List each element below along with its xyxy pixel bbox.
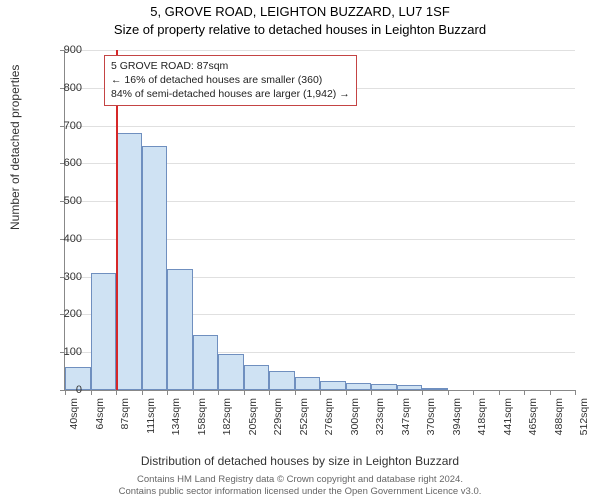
y-tick-label: 500: [42, 195, 82, 207]
histogram-bar: [346, 383, 372, 390]
histogram-bar: [269, 371, 295, 390]
x-tickmark: [116, 390, 117, 395]
x-tickmark: [448, 390, 449, 395]
x-tickmark: [269, 390, 270, 395]
x-tick-label: 370sqm: [425, 398, 437, 435]
histogram-bar: [422, 388, 448, 390]
title-line-2: Size of property relative to detached ho…: [0, 22, 600, 37]
y-tick-label: 200: [42, 308, 82, 320]
y-tick-label: 600: [42, 157, 82, 169]
y-axis-label: Number of detached properties: [8, 65, 22, 230]
footer-line-2: Contains public sector information licen…: [119, 486, 482, 497]
x-axis-label: Distribution of detached houses by size …: [0, 454, 600, 468]
y-tick-label: 700: [42, 120, 82, 132]
y-tick-label: 900: [42, 44, 82, 56]
x-tick-label: 323sqm: [374, 398, 386, 435]
gridline: [65, 126, 575, 127]
x-tickmark: [346, 390, 347, 395]
x-tick-label: 347sqm: [400, 398, 412, 435]
x-tick-label: 111sqm: [145, 398, 157, 434]
x-tick-label: 252sqm: [298, 398, 310, 435]
x-tick-label: 182sqm: [221, 398, 233, 435]
x-tickmark: [422, 390, 423, 395]
y-tick-label: 0: [42, 384, 82, 396]
histogram-bar: [397, 385, 423, 390]
x-tickmark: [575, 390, 576, 395]
x-tickmark: [295, 390, 296, 395]
callout-line-1: 5 GROVE ROAD: 87sqm: [111, 59, 350, 73]
x-tick-label: 488sqm: [553, 398, 565, 435]
y-tick-label: 400: [42, 233, 82, 245]
x-tick-label: 394sqm: [451, 398, 463, 435]
x-tick-label: 512sqm: [578, 398, 590, 435]
y-tick-label: 800: [42, 82, 82, 94]
x-tick-label: 276sqm: [323, 398, 335, 435]
x-tick-label: 64sqm: [94, 398, 106, 430]
histogram-bar: [91, 273, 117, 390]
x-tick-label: 441sqm: [502, 398, 514, 435]
histogram-bar: [295, 377, 321, 390]
gridline: [65, 50, 575, 51]
x-tickmark: [244, 390, 245, 395]
x-tick-label: 40sqm: [68, 398, 80, 430]
title-line-1: 5, GROVE ROAD, LEIGHTON BUZZARD, LU7 1SF: [0, 4, 600, 19]
x-tickmark: [320, 390, 321, 395]
footer-attribution: Contains HM Land Registry data © Crown c…: [0, 474, 600, 498]
x-tickmark: [550, 390, 551, 395]
x-tick-label: 87sqm: [119, 398, 131, 430]
histogram-bar: [371, 384, 397, 390]
x-tick-label: 158sqm: [196, 398, 208, 435]
x-tickmark: [524, 390, 525, 395]
callout-line-3: 84% of semi-detached houses are larger (…: [111, 87, 350, 101]
callout-box: 5 GROVE ROAD: 87sqm← 16% of detached hou…: [104, 55, 357, 106]
x-tickmark: [91, 390, 92, 395]
histogram-bar: [142, 146, 168, 390]
x-tick-label: 134sqm: [170, 398, 182, 435]
x-tickmark: [193, 390, 194, 395]
x-tickmark: [218, 390, 219, 395]
x-tickmark: [397, 390, 398, 395]
histogram-bar: [218, 354, 244, 390]
footer-line-1: Contains HM Land Registry data © Crown c…: [137, 474, 463, 485]
x-tickmark: [142, 390, 143, 395]
x-tick-label: 465sqm: [527, 398, 539, 435]
chart-container: 5, GROVE ROAD, LEIGHTON BUZZARD, LU7 1SF…: [0, 0, 600, 500]
histogram-bar: [116, 133, 142, 390]
histogram-bar: [193, 335, 219, 390]
y-tick-label: 100: [42, 346, 82, 358]
callout-line-2: ← 16% of detached houses are smaller (36…: [111, 73, 350, 87]
x-tick-label: 418sqm: [476, 398, 488, 435]
histogram-bar: [320, 381, 346, 390]
x-tickmark: [499, 390, 500, 395]
x-tick-label: 300sqm: [349, 398, 361, 435]
x-tick-label: 229sqm: [272, 398, 284, 435]
x-tickmark: [167, 390, 168, 395]
x-tickmark: [473, 390, 474, 395]
histogram-bar: [167, 269, 193, 390]
histogram-bar: [244, 365, 270, 390]
y-tick-label: 300: [42, 271, 82, 283]
x-tickmark: [371, 390, 372, 395]
x-tick-label: 205sqm: [247, 398, 259, 435]
